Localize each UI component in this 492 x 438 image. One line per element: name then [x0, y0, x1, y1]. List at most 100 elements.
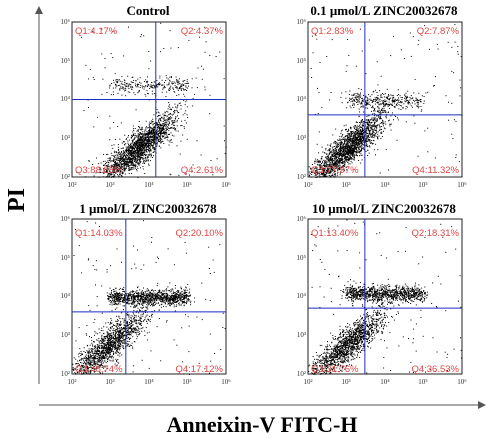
event-point [318, 164, 320, 166]
event-point [319, 161, 321, 163]
event-point [378, 115, 380, 117]
event-point [390, 94, 392, 96]
event-point [152, 127, 154, 129]
event-point [160, 51, 162, 53]
event-point [361, 143, 363, 144]
event-point [150, 142, 151, 144]
event-point [143, 144, 145, 146]
event-point [355, 139, 357, 141]
event-point [152, 140, 154, 141]
event-point [174, 91, 176, 93]
event-point [421, 109, 423, 111]
event-point [169, 76, 171, 78]
event-point [336, 159, 338, 161]
event-point [126, 167, 127, 169]
event-point [128, 157, 130, 159]
event-point [157, 139, 159, 141]
event-point [349, 98, 351, 100]
event-point [135, 143, 137, 145]
event-point [130, 158, 132, 160]
quadrant-q2-label: Q2:4.37% [181, 26, 224, 37]
event-point [374, 124, 376, 126]
event-point [113, 175, 115, 177]
event-point [355, 136, 357, 138]
event-point [136, 147, 138, 149]
event-point [124, 159, 126, 161]
event-point [153, 81, 155, 83]
event-point [141, 142, 143, 144]
event-point [338, 140, 340, 141]
event-point [384, 93, 386, 95]
event-point [345, 154, 347, 156]
event-point [124, 153, 126, 155]
event-point [344, 160, 345, 162]
event-point [385, 149, 387, 150]
event-point [356, 125, 358, 127]
event-point [334, 141, 336, 143]
event-point [128, 149, 130, 151]
event-point [116, 158, 118, 160]
event-point [330, 168, 332, 170]
event-point [333, 153, 335, 155]
event-point [376, 102, 378, 104]
event-point [337, 165, 339, 167]
event-point [352, 153, 354, 155]
event-point [142, 148, 144, 150]
event-point [310, 168, 312, 170]
event-point [349, 157, 351, 159]
event-point [356, 147, 358, 148]
event-point [111, 83, 113, 84]
event-point [158, 120, 160, 122]
event-point [367, 98, 369, 100]
event-point [339, 145, 341, 146]
event-point [336, 156, 338, 158]
event-point [414, 100, 415, 102]
event-point [384, 121, 386, 123]
event-point [138, 161, 140, 163]
event-point [123, 163, 125, 165]
event-point [359, 141, 361, 143]
event-point [357, 94, 359, 96]
event-point [172, 113, 174, 115]
event-point [372, 129, 374, 130]
event-point [151, 130, 153, 132]
event-point [320, 165, 322, 167]
event-point [153, 126, 155, 128]
event-point [153, 84, 154, 86]
event-point [367, 140, 368, 142]
event-point [371, 107, 373, 108]
event-point [356, 143, 358, 145]
event-point [335, 158, 337, 160]
event-point [347, 133, 349, 134]
event-point [352, 141, 354, 143]
event-point [110, 160, 112, 162]
event-point [433, 85, 435, 86]
event-point [123, 339, 125, 341]
event-point [424, 130, 426, 132]
event-point [322, 162, 324, 164]
event-point [174, 85, 176, 87]
event-point [127, 136, 129, 138]
event-point [331, 159, 333, 161]
event-point [106, 342, 108, 344]
event-point [121, 142, 123, 144]
event-point [338, 165, 340, 167]
event-point [146, 127, 148, 129]
event-point [318, 161, 320, 163]
event-point [344, 170, 346, 172]
event-point [359, 96, 361, 98]
x-tick-labels: 10² 10³ 10⁴ 10⁵ 10⁶ [303, 181, 467, 189]
event-point [374, 129, 376, 131]
quadrant-q3-label: Q3:77.97% [311, 165, 359, 176]
event-point [403, 103, 405, 105]
event-point [140, 162, 142, 164]
event-point [317, 169, 319, 170]
event-point [382, 110, 384, 112]
event-point [148, 145, 150, 146]
event-point [118, 152, 120, 153]
event-point [386, 103, 387, 104]
event-point [372, 120, 374, 121]
event-point [340, 169, 342, 171]
event-point [170, 108, 172, 110]
event-point [119, 173, 121, 175]
